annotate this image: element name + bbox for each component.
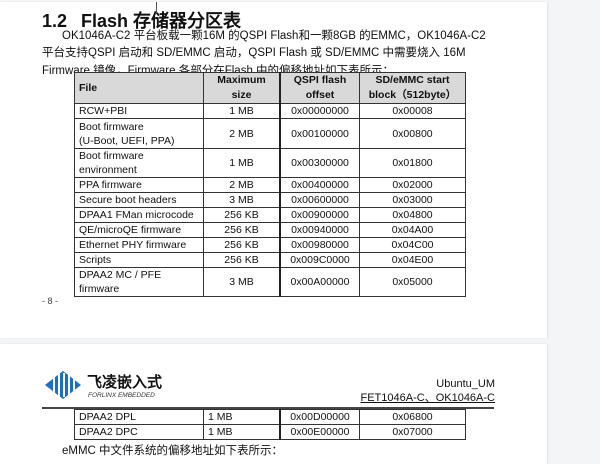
table-row: QE/microQE firmware 256 KB 0x00940000 0x04A… [74, 222, 466, 238]
table-cell: DPAA2 DPC [74, 424, 204, 440]
flash-partition-table: File Maximum size QSPI flash offset SD/e… [74, 72, 466, 297]
table-row: Boot firmware environment 1 MB 0x00300000 0… [74, 148, 466, 178]
col-file: File [74, 72, 204, 104]
table-row: PPA firmware 2 MB 0x00400000 0x02000 [74, 177, 466, 193]
table-header-row: File Maximum size QSPI flash offset SD/e… [74, 72, 466, 104]
table-cell: 0x04C00 [359, 237, 466, 253]
table-cell: 2 MB [203, 118, 281, 149]
table-row: Boot firmware (U-Boot, UEFI, PPA) 2 MB 0x0… [74, 118, 466, 149]
header-doc-info: Ubuntu_UM FET1046A-C、OK1046A-C [361, 377, 496, 405]
svg-text:FORLINX EMBEDDED: FORLINX EMBEDDED [88, 392, 155, 399]
table-cell: 1 MB [203, 409, 281, 425]
table-cell: 0x00300000 [279, 148, 360, 178]
table-cell: Boot firmware (U-Boot, UEFI, PPA) [74, 118, 204, 149]
table-cell: 0x06800 [359, 409, 466, 425]
table-cell: 0x00600000 [279, 192, 360, 208]
table-cell: 0x01800 [359, 148, 466, 178]
table-cell: 256 KB [203, 207, 281, 223]
table-row: DPAA2 DPL 1 MB 0x00D00000 0x06800 [74, 409, 466, 425]
col-max-size: Maximum size [203, 72, 281, 104]
table-cell: 3 MB [203, 192, 281, 208]
page-number: - 8 - [42, 296, 59, 306]
table-cell: 0x04800 [359, 207, 466, 223]
doc-models: FET1046A-C、OK1046A-C [360, 392, 496, 404]
forlinx-logo: 飞凌嵌入式 FORLINX EMBEDDED [45, 371, 165, 404]
table-cell: RCW+PBI [74, 103, 204, 119]
pdf-page-9: 飞凌嵌入式 FORLINX EMBEDDED Ubuntu_UM FET1046… [0, 344, 547, 464]
table-cell: 0x00E00000 [279, 424, 360, 440]
table-cell: 0x00940000 [279, 222, 360, 238]
table-cell: DPAA1 FMan microcode [74, 207, 204, 223]
table-cell: 1 MB [203, 424, 281, 440]
table-cell: 0x07000 [359, 424, 466, 440]
table-cell: 0x05000 [359, 267, 466, 297]
table-cell: 256 KB [203, 222, 281, 238]
table-cell: 0x00A00000 [279, 267, 360, 297]
table-cell: 1 MB [203, 148, 281, 178]
doc-name: Ubuntu_UM [436, 378, 495, 390]
table-cell: 2 MB [203, 177, 281, 193]
table-cell: 0x00400000 [279, 177, 360, 193]
table-cell: 0x02000 [359, 177, 466, 193]
table-cell: 256 KB [203, 252, 281, 268]
table-cell: 0x00900000 [279, 207, 360, 223]
table-cell: 0x00D00000 [279, 409, 360, 425]
table-cell: 0x00980000 [279, 237, 360, 253]
header-divider [42, 407, 494, 409]
table-cell: DPAA2 MC / PFE firmware [74, 267, 204, 297]
table-cell: Boot firmware environment [74, 148, 204, 178]
pdf-page-8: 1.2 Flash 存储器分区表 OK1046A-C2 平台板载一颗16M 的QS… [0, 2, 547, 338]
table-row: RCW+PBI 1 MB 0x00000000 0x00008 [74, 103, 466, 119]
table-row: DPAA1 FMan microcode 256 KB 0x00900000 0x04… [74, 207, 466, 223]
text-cursor [156, 2, 157, 12]
table-cell: 3 MB [203, 267, 281, 297]
table-cell: DPAA2 DPL [74, 409, 204, 425]
table-cell: 0x00800 [359, 118, 466, 149]
emmc-intro-text: eMMC 中文件系统的偏移地址如下表所示： [62, 445, 284, 457]
table-cell: QE/microQE firmware [74, 222, 204, 238]
table-cell: 256 KB [203, 237, 281, 253]
table-cell: 1 MB [203, 103, 281, 119]
table-row: Ethernet PHY firmware 256 KB 0x00980000 0x0… [74, 237, 466, 253]
table-cell: 0x00000000 [279, 103, 360, 119]
table-row: DPAA2 DPC 1 MB 0x00E00000 0x07000 [74, 424, 466, 440]
table-cell: 0x04E00 [359, 252, 466, 268]
col-qspi-offset: QSPI flash offset [279, 72, 360, 104]
section-heading: 1.2 Flash 存储器分区表 [42, 11, 242, 31]
table-cell: PPA firmware [74, 177, 204, 193]
table-row: DPAA2 MC / PFE firmware 3 MB 0x00A00000 0x0… [74, 267, 466, 297]
table-cell: Scripts [74, 252, 204, 268]
table-row: Secure boot headers 3 MB 0x00600000 0x03000 [74, 192, 466, 208]
table-cell: Secure boot headers [74, 192, 204, 208]
svg-text:飞凌嵌入式: 飞凌嵌入式 [87, 373, 162, 391]
col-sd-block: SD/eMMC start block（512byte） [359, 72, 466, 104]
table-cell: 0x04A00 [359, 222, 466, 238]
table-cell: 0x00008 [359, 103, 466, 119]
table-row: Scripts 256 KB 0x009C0000 0x04E00 [74, 252, 466, 268]
table-cell: 0x00100000 [279, 118, 360, 149]
table-cell: 0x03000 [359, 192, 466, 208]
table-cell: 0x009C0000 [279, 252, 360, 268]
flash-partition-table-continued: DPAA2 DPL 1 MB 0x00D00000 0x06800 DPAA2 DPC 1… [74, 409, 466, 440]
table-cell: Ethernet PHY firmware [74, 237, 204, 253]
